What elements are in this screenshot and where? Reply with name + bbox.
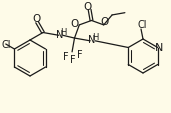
Text: O: O [70,19,78,29]
Text: N: N [56,29,63,39]
Text: H: H [61,28,67,36]
Text: F: F [70,54,76,64]
Text: O: O [83,2,92,12]
Text: H: H [92,33,98,42]
Text: O: O [101,17,109,27]
Text: N: N [155,42,163,52]
Text: Cl: Cl [137,20,147,30]
Text: Cl: Cl [2,39,11,49]
Text: F: F [63,51,69,61]
Text: N: N [88,35,95,45]
Text: O: O [33,14,41,24]
Text: F: F [77,49,83,59]
